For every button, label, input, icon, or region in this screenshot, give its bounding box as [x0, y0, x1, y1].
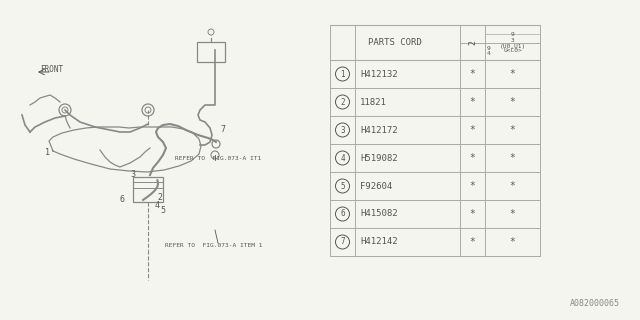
Text: 7: 7	[220, 125, 225, 134]
Text: 4: 4	[155, 201, 160, 210]
Text: 5: 5	[160, 206, 165, 215]
Text: *: *	[470, 125, 476, 135]
Text: H412172: H412172	[360, 125, 397, 134]
Text: REFER TO  FIG.073-A ITEM 1: REFER TO FIG.073-A ITEM 1	[165, 243, 262, 248]
Text: *: *	[470, 209, 476, 219]
Text: *: *	[470, 153, 476, 163]
Text: PARTS CORD: PARTS CORD	[368, 38, 422, 47]
Text: H412132: H412132	[360, 69, 397, 78]
Text: *: *	[470, 97, 476, 107]
Text: *: *	[509, 97, 515, 107]
Text: 9
3
(U0,U1): 9 3 (U0,U1)	[499, 32, 525, 49]
Text: *: *	[470, 69, 476, 79]
Text: *: *	[509, 125, 515, 135]
Text: 5: 5	[340, 181, 345, 190]
Text: *: *	[509, 237, 515, 247]
Text: *: *	[470, 237, 476, 247]
Text: *: *	[509, 209, 515, 219]
Text: REFER TO  FIG.073-A IT1: REFER TO FIG.073-A IT1	[175, 156, 261, 161]
Text: 2: 2	[468, 40, 477, 45]
Text: 11821: 11821	[360, 98, 387, 107]
Text: 4: 4	[340, 154, 345, 163]
Text: F92604: F92604	[360, 181, 392, 190]
Text: 6: 6	[119, 195, 124, 204]
Text: 2: 2	[340, 98, 345, 107]
Text: H412142: H412142	[360, 237, 397, 246]
Text: 1: 1	[340, 69, 345, 78]
Text: 7: 7	[340, 237, 345, 246]
Text: H415082: H415082	[360, 210, 397, 219]
Text: A082000065: A082000065	[570, 299, 620, 308]
Text: 1: 1	[45, 148, 50, 157]
Text: 6: 6	[340, 210, 345, 219]
Text: H519082: H519082	[360, 154, 397, 163]
Text: 9
4: 9 4	[487, 45, 491, 56]
Text: FRONT: FRONT	[40, 65, 63, 74]
Text: 2: 2	[157, 193, 162, 202]
Text: U<C0>: U<C0>	[503, 47, 522, 52]
Text: *: *	[509, 181, 515, 191]
Text: *: *	[509, 153, 515, 163]
Text: 3: 3	[130, 170, 135, 179]
Text: *: *	[509, 69, 515, 79]
Text: 3: 3	[340, 125, 345, 134]
Text: *: *	[470, 181, 476, 191]
